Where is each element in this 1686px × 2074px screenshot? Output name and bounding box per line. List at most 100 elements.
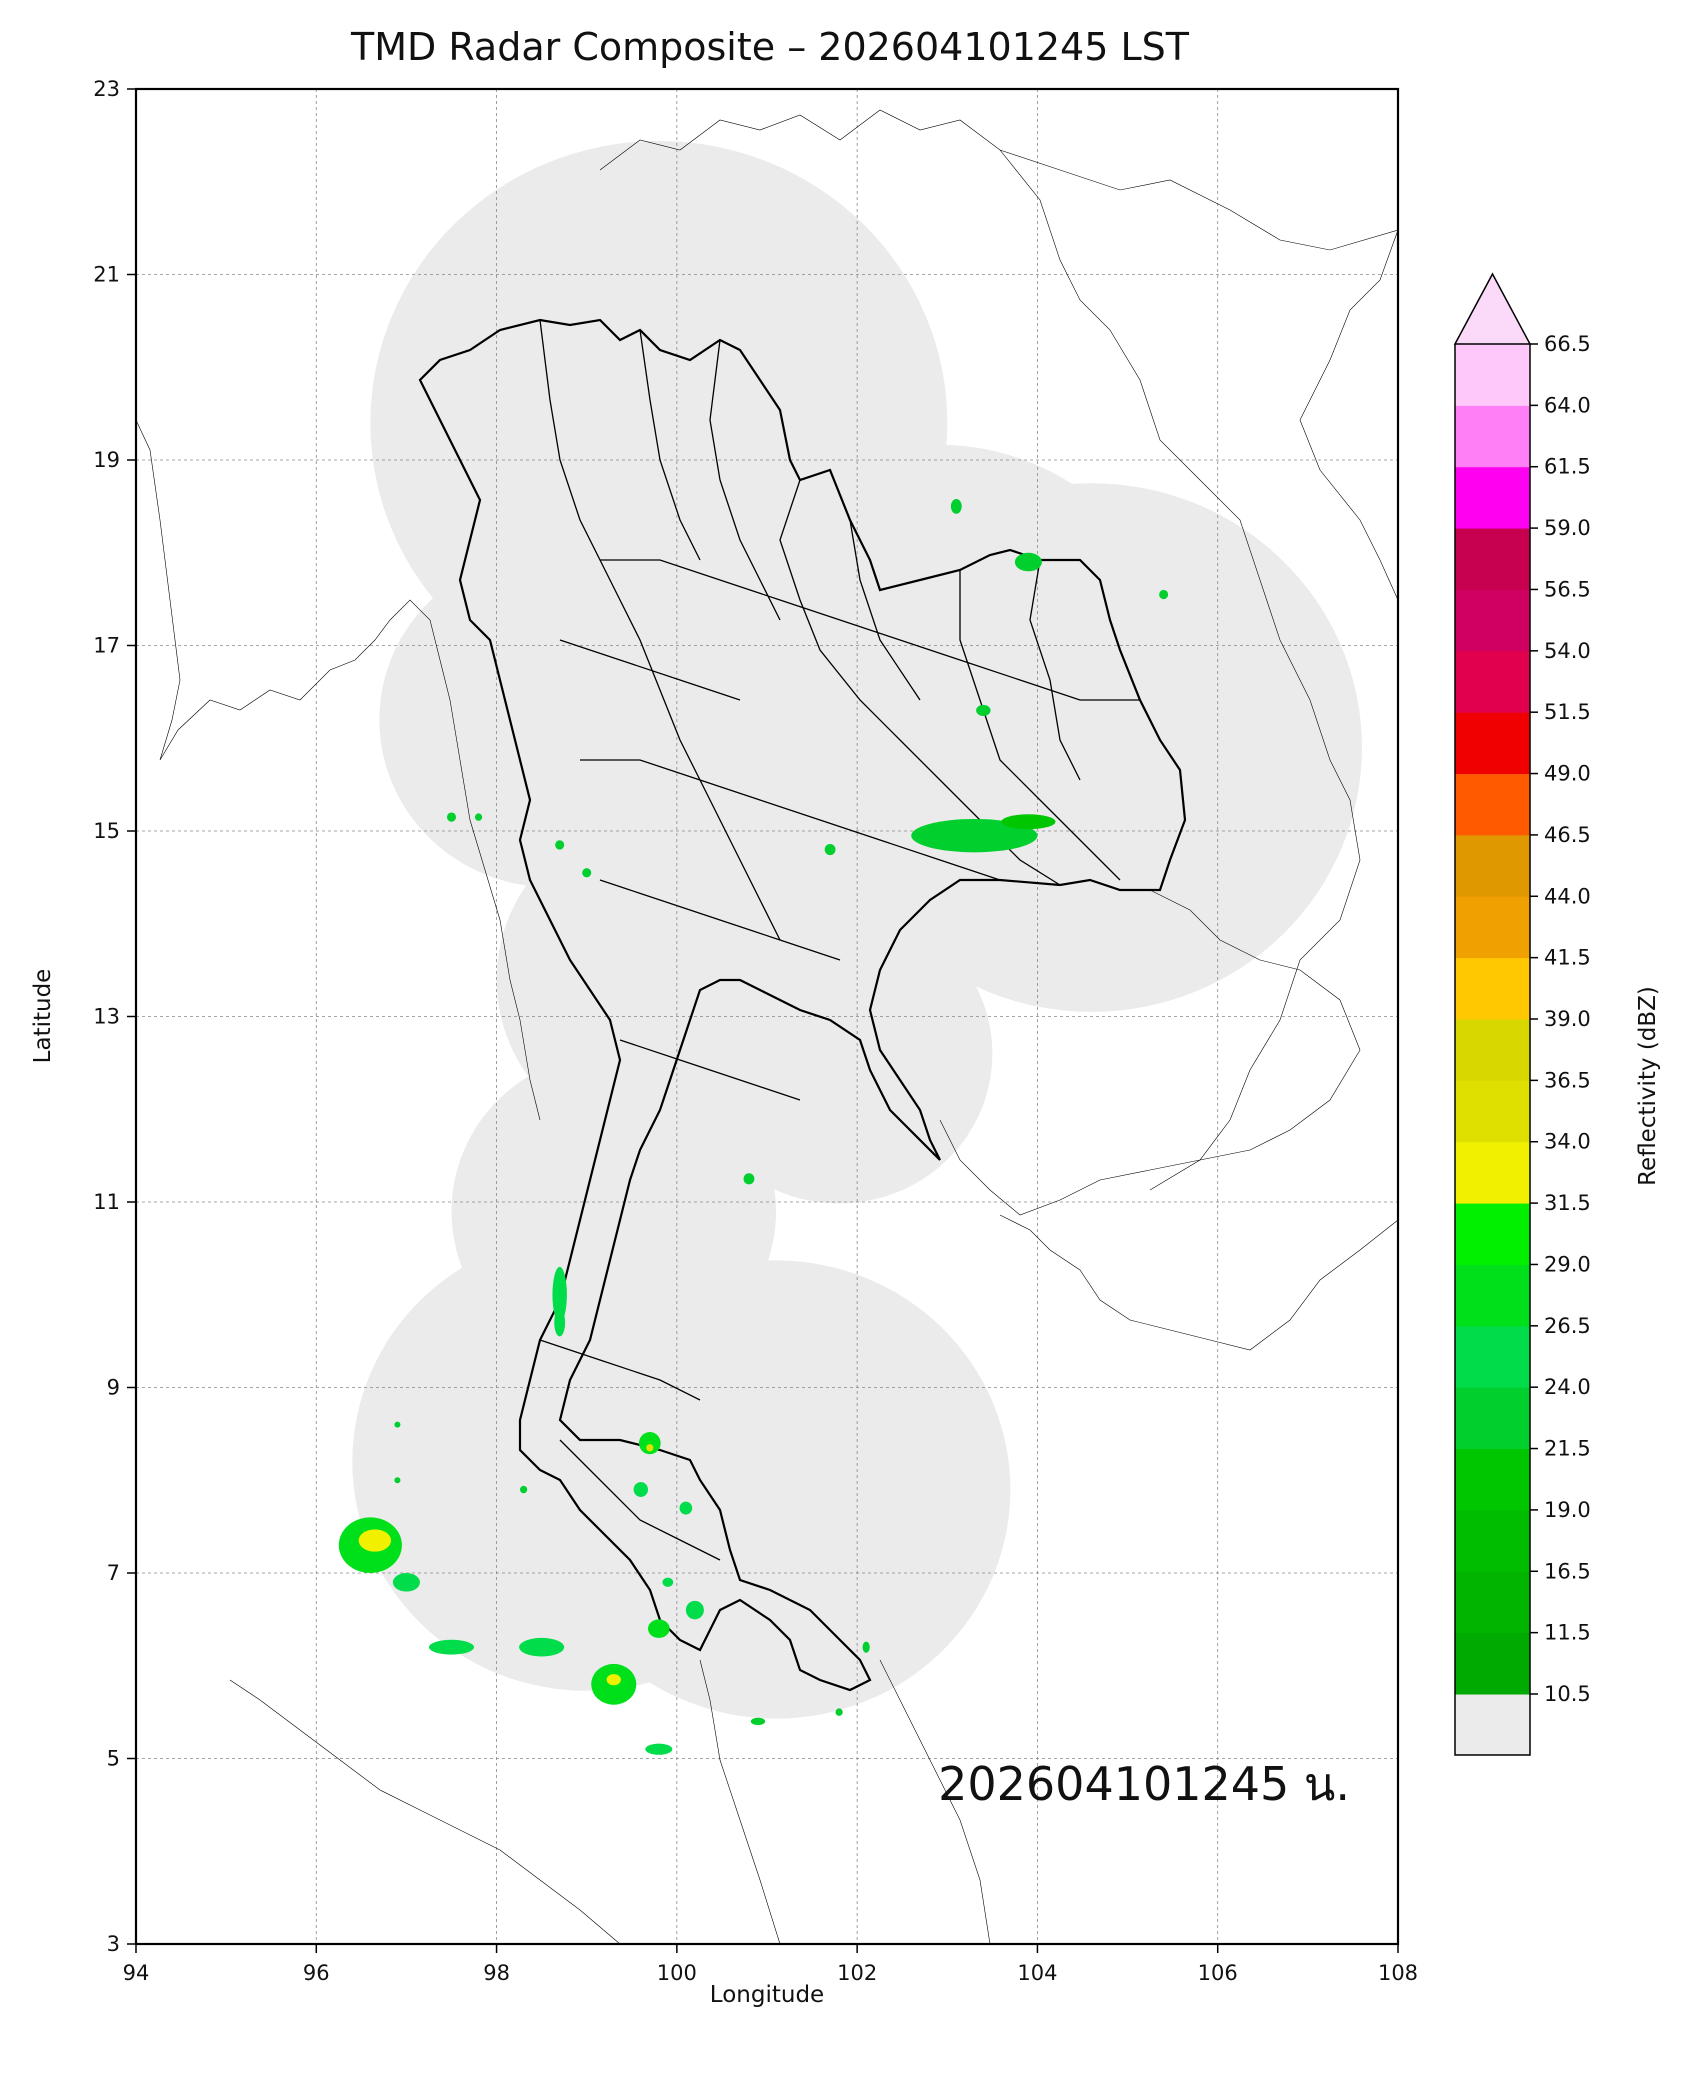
radar-echo <box>633 1482 649 1497</box>
colorbar-tick-label: 59.0 <box>1544 516 1591 540</box>
radar-echo <box>358 1529 392 1552</box>
colorbar-segment <box>1455 773 1530 836</box>
colorbar-segment <box>1455 957 1530 1020</box>
y-tick-label: 11 <box>93 1190 120 1214</box>
coverage-circle-5 <box>541 1260 1011 1719</box>
radar-echo <box>950 498 962 514</box>
radar-echo <box>582 868 592 878</box>
province-borders <box>539 319 1140 1561</box>
colorbar-segment <box>1455 466 1530 529</box>
y-tick-label: 5 <box>107 1747 120 1771</box>
radar-echo <box>554 1308 566 1337</box>
y-axis-ticks: 3 5 7 9 11 13 15 17 19 21 23 <box>93 77 136 1956</box>
x-tick-label: 102 <box>837 1961 877 1985</box>
x-tick-label: 96 <box>303 1961 330 1985</box>
radar-echo <box>743 1173 755 1185</box>
colorbar-segment <box>1455 834 1530 897</box>
colorbar-tick-label: 46.5 <box>1544 823 1591 847</box>
colorbar-segment <box>1455 1264 1530 1327</box>
y-tick-label: 13 <box>93 1005 120 1029</box>
radar-echo <box>685 1600 704 1620</box>
radar-echo <box>648 1619 670 1638</box>
colorbar-tick-label: 19.0 <box>1544 1498 1591 1522</box>
colorbar-tick-label: 16.5 <box>1544 1559 1591 1583</box>
colorbar-tick-label: 34.0 <box>1544 1130 1591 1154</box>
colorbar-tick-label: 39.0 <box>1544 1007 1591 1031</box>
radar-echoes <box>338 498 1169 1755</box>
colorbar-under-segment <box>1455 1694 1530 1755</box>
coastline-myanmar-west <box>136 419 541 1121</box>
radar-echo <box>394 1421 401 1428</box>
colorbar-tick-label: 61.5 <box>1544 455 1591 479</box>
colorbar-segment <box>1455 1509 1530 1572</box>
colorbar-tick-label: 21.5 <box>1544 1437 1591 1461</box>
radar-echo <box>976 704 991 716</box>
colorbar-tick-label: 41.5 <box>1544 946 1591 970</box>
colorbar-segment <box>1455 1571 1530 1634</box>
colorbar-extend-arrow <box>1453 272 1532 345</box>
x-tick-label: 98 <box>483 1961 510 1985</box>
colorbar: 10.5 11.5 16.5 19.0 21.5 24.0 26.5 29.0 31.5 34.0… <box>1453 272 1591 1756</box>
radar-echo <box>645 1743 673 1755</box>
colorbar-segment <box>1455 650 1530 713</box>
coverage-circle-1 <box>379 552 722 888</box>
colorbar-tick-label: 26.5 <box>1544 1314 1591 1338</box>
colorbar-tick-label: 54.0 <box>1544 639 1591 663</box>
y-tick-label: 15 <box>93 819 120 843</box>
radar-echo <box>606 1674 621 1686</box>
figure-title: TMD Radar Composite – 202604101245 LST <box>350 25 1190 69</box>
coastline-vietnam <box>1299 229 1398 601</box>
x-axis-label: Longitude <box>710 1982 824 2008</box>
radar-echo <box>519 1637 565 1657</box>
map-area <box>136 89 1398 1944</box>
colorbar-tick-label: 24.0 <box>1544 1375 1591 1399</box>
colorbar-tick-label: 56.5 <box>1544 577 1591 601</box>
colorbar-segment <box>1455 712 1530 775</box>
colorbar-segment <box>1455 344 1530 406</box>
colorbar-segment <box>1455 1325 1530 1388</box>
colorbar-tick-label: 11.5 <box>1544 1621 1591 1645</box>
radar-echo <box>555 840 565 850</box>
x-tick-label: 100 <box>657 1961 697 1985</box>
radar-echo <box>824 843 836 856</box>
colorbar-tick-label: 31.5 <box>1544 1191 1591 1215</box>
radar-coverage <box>352 140 1362 1719</box>
radar-echo <box>428 1639 475 1655</box>
map-grid <box>136 89 1398 1944</box>
y-tick-label: 7 <box>107 1561 120 1585</box>
radar-echo <box>638 1432 661 1455</box>
radar-echo <box>1014 552 1042 572</box>
border-china-laos <box>599 109 1398 251</box>
radar-echo <box>662 1577 674 1587</box>
colorbar-segment <box>1455 405 1530 468</box>
radar-echo <box>750 1717 766 1726</box>
coastline-vietnam-south <box>999 1214 1398 1351</box>
colorbar-label: Reflectivity (dBZ) <box>1635 986 1661 1186</box>
colorbar-tick-label: 36.5 <box>1544 1068 1591 1092</box>
coastline-malaysia <box>879 1659 991 1944</box>
radar-echo <box>679 1501 693 1515</box>
colorbar-tick-label: 10.5 <box>1544 1682 1591 1706</box>
border-thailand <box>418 318 1187 1692</box>
border-laos-vietnam <box>999 149 1361 1191</box>
y-tick-label: 21 <box>93 263 120 287</box>
radar-echo <box>862 1641 870 1653</box>
colorbar-segment <box>1455 1141 1530 1204</box>
colorbar-tick-label: 64.0 <box>1544 393 1591 417</box>
colorbar-segment <box>1455 1203 1530 1265</box>
radar-echo <box>552 1266 567 1323</box>
colorbar-segment <box>1455 896 1530 959</box>
country-borders <box>136 109 1398 1944</box>
colorbar-tick-label: 49.0 <box>1544 762 1591 786</box>
colorbar-segment <box>1455 1387 1530 1450</box>
y-tick-label: 9 <box>107 1376 120 1400</box>
radar-echo <box>474 813 483 821</box>
radar-echo <box>392 1573 420 1592</box>
timestamp-label: 202604101245 น. <box>938 1757 1350 1811</box>
colorbar-segment <box>1455 589 1530 652</box>
x-tick-label: 106 <box>1198 1961 1238 1985</box>
radar-echo <box>446 812 457 822</box>
colorbar-tick-label: 66.5 <box>1544 332 1591 356</box>
